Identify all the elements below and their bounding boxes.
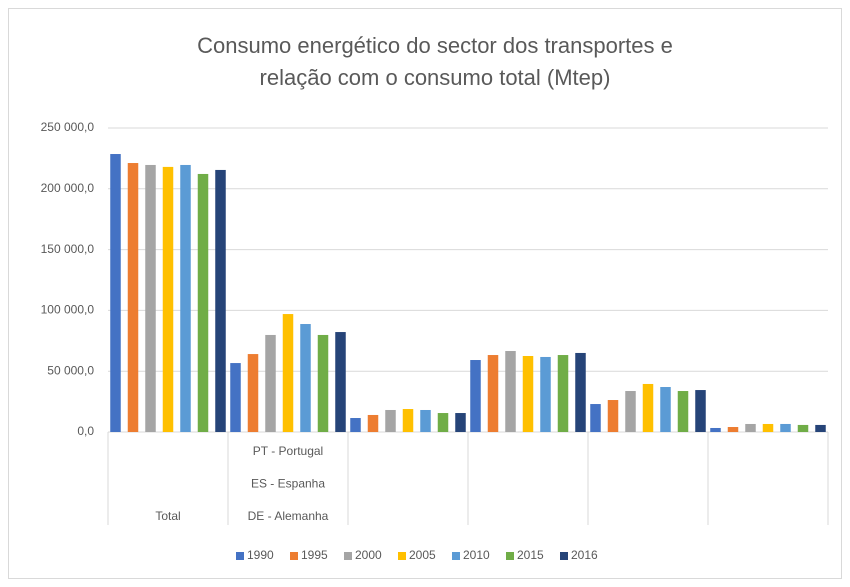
bar — [660, 387, 671, 432]
bar — [815, 424, 826, 432]
bar — [180, 164, 191, 432]
legend-label: 2010 — [463, 548, 490, 562]
bar — [727, 427, 739, 432]
bar — [145, 164, 156, 432]
bar — [677, 391, 689, 432]
x-tick-label: Total — [155, 509, 180, 523]
legend-marker — [290, 552, 298, 560]
bar — [780, 423, 791, 432]
legend-label: 2005 — [409, 548, 436, 562]
legend-label: 2016 — [571, 548, 598, 562]
y-tick-label: 0,0 — [77, 424, 94, 438]
bar — [265, 334, 276, 432]
x-tick-label: PT - Portugal — [253, 444, 323, 458]
y-tick-label: 50 000,0 — [47, 363, 94, 377]
legend-marker — [560, 552, 568, 560]
legend-label: 2000 — [355, 548, 382, 562]
bar — [470, 360, 481, 432]
bar — [300, 324, 311, 432]
bar — [247, 354, 259, 432]
legend-marker — [236, 552, 244, 560]
y-tick-label: 250 000,0 — [41, 120, 95, 134]
bar — [197, 173, 209, 433]
legend-marker — [398, 552, 406, 560]
bar — [317, 334, 329, 432]
legend-label: 2015 — [517, 548, 544, 562]
y-tick-label: 100 000,0 — [41, 303, 95, 317]
legend-marker — [506, 552, 514, 560]
bar — [625, 391, 636, 432]
bar — [367, 414, 379, 432]
bar — [437, 413, 449, 432]
y-tick-label: 200 000,0 — [41, 181, 95, 195]
bar — [557, 355, 569, 432]
bar — [505, 351, 516, 432]
bar — [487, 355, 499, 432]
bar — [385, 409, 396, 432]
bar — [420, 409, 431, 432]
x-tick-label: ES - Espanha — [251, 477, 325, 491]
bar — [455, 413, 466, 432]
bar — [127, 163, 139, 432]
bar — [282, 314, 294, 432]
bar — [762, 423, 774, 432]
bar — [745, 423, 756, 432]
bar — [590, 404, 601, 432]
bar — [607, 400, 619, 432]
legend-label: 1990 — [247, 548, 274, 562]
legend-marker — [452, 552, 460, 560]
bar — [162, 166, 174, 433]
bar — [215, 169, 226, 432]
bar — [797, 424, 809, 432]
legend-marker — [344, 552, 352, 560]
bar — [710, 427, 721, 432]
bar — [575, 352, 586, 432]
legend-label: 1995 — [301, 548, 328, 562]
bar — [110, 154, 121, 432]
bar — [350, 418, 361, 432]
bar — [642, 383, 654, 432]
bar — [540, 356, 551, 432]
bar — [695, 390, 706, 432]
bar — [335, 332, 346, 432]
bar — [230, 363, 241, 432]
chart-title: Consumo energético do sector dos transpo… — [197, 33, 673, 90]
x-tick-label: DE - Alemanha — [248, 509, 329, 523]
y-tick-label: 150 000,0 — [41, 242, 95, 256]
bar — [522, 356, 534, 432]
bar — [402, 409, 414, 432]
